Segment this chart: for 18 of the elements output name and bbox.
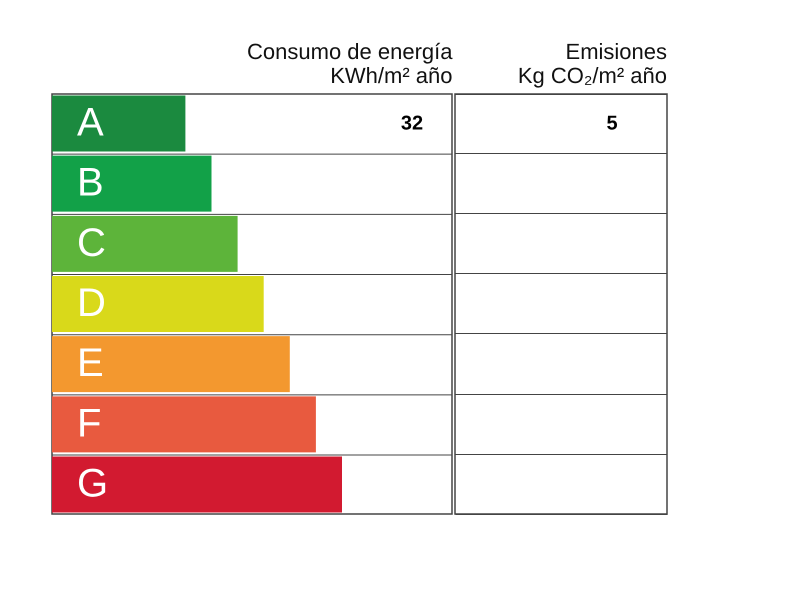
bar bbox=[52, 276, 264, 332]
y-tick-label: A bbox=[77, 100, 104, 144]
text: 32 bbox=[400, 112, 424, 134]
bar bbox=[52, 95, 186, 152]
y-tick-label: G bbox=[77, 462, 108, 506]
bar bbox=[52, 156, 212, 212]
y-tick-label: C bbox=[77, 220, 106, 265]
text: Consumo de energía KWh/m² año bbox=[247, 39, 454, 88]
bar bbox=[52, 216, 238, 272]
bar bbox=[52, 456, 342, 513]
y-tick-label: B bbox=[77, 160, 104, 205]
text: 5 bbox=[606, 112, 618, 134]
bar bbox=[52, 396, 316, 452]
text: Emisiones Kg CO₂/m² año bbox=[518, 39, 667, 88]
y-tick-label: F bbox=[77, 401, 102, 446]
y-tick-label: D bbox=[77, 281, 106, 325]
y-tick-label: E bbox=[77, 341, 104, 386]
bar bbox=[52, 336, 290, 392]
